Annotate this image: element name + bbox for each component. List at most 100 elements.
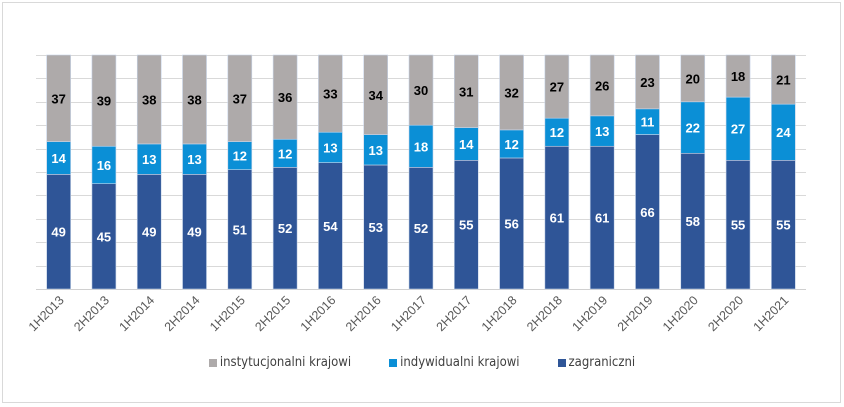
x-tick-1H2017: 1H2017 bbox=[388, 293, 429, 334]
bar-zagraniczni-2H2013 bbox=[91, 183, 117, 290]
legend-label-zagraniczni: zagraniczni bbox=[568, 355, 636, 370]
data-label-instytucjonalni-krajowi-2H2016: 34 bbox=[368, 88, 383, 103]
data-label-indywidualni-krajowi-1H2018: 12 bbox=[504, 137, 518, 152]
data-label-indywidualni-krajowi-1H2020: 22 bbox=[686, 121, 700, 136]
legend-swatch-indywidualni bbox=[389, 358, 398, 367]
x-axis-ticks: 1H2013 2H2013 1H2014 2H2014 1H2015 2H2015 1H20… bbox=[26, 293, 792, 334]
bar-indywidualni-krajowi-1H2018 bbox=[499, 129, 524, 159]
bar-instytucjonalni-krajowi-2H2020 bbox=[725, 54, 751, 98]
data-label-zagraniczni-2H2020: 55 bbox=[731, 218, 745, 233]
data-label-instytucjonalni-krajowi-2H2017: 31 bbox=[459, 84, 473, 99]
data-label-instytucjonalni-krajowi-1H2014: 38 bbox=[142, 92, 156, 107]
bar-instytucjonalni-krajowi-2H2016 bbox=[363, 54, 389, 135]
x-tick-2H2013: 2H2013 bbox=[71, 293, 112, 334]
data-label-indywidualni-krajowi-2H2017: 14 bbox=[459, 137, 474, 152]
bar-indywidualni-krajowi-2H2015 bbox=[272, 138, 298, 168]
bar-indywidualni-krajowi-2H2018 bbox=[544, 117, 570, 147]
bar-instytucjonalni-krajowi-2H2014 bbox=[182, 54, 207, 145]
data-label-indywidualni-krajowi-2H2020: 27 bbox=[731, 122, 745, 137]
data-label-indywidualni-krajowi-1H2021: 24 bbox=[776, 125, 791, 140]
bar-indywidualni-krajowi-1H2020 bbox=[680, 101, 706, 154]
x-tick-2H2015: 2H2015 bbox=[252, 293, 293, 334]
x-tick-1H2015: 1H2015 bbox=[207, 293, 248, 334]
x-tick-1H2019: 1H2019 bbox=[569, 293, 610, 334]
data-label-indywidualni-krajowi-2H2015: 12 bbox=[278, 146, 292, 161]
data-label-indywidualni-krajowi-2H2019: 11 bbox=[641, 115, 655, 130]
bar-instytucjonalni-krajowi-2H2017 bbox=[453, 54, 479, 128]
bar-zagraniczni-2H2019 bbox=[635, 134, 660, 290]
x-tick-2H2020: 2H2020 bbox=[705, 293, 746, 334]
data-label-zagraniczni-2H2015: 52 bbox=[278, 221, 292, 236]
data-label-instytucjonalni-krajowi-2H2015: 36 bbox=[278, 90, 292, 105]
data-label-zagraniczni-2H2018: 61 bbox=[550, 211, 564, 226]
data-label-indywidualni-krajowi-1H2015: 12 bbox=[233, 149, 247, 164]
data-label-instytucjonalni-krajowi-2H2019: 23 bbox=[640, 75, 654, 90]
bar-indywidualni-krajowi-1H2021 bbox=[771, 103, 796, 161]
data-label-indywidualni-krajowi-2H2014: 13 bbox=[187, 152, 201, 167]
legend-label-instytucjonalni: instytucjonalni krajowi bbox=[219, 355, 352, 370]
bar-instytucjonalni-krajowi-1H2021 bbox=[771, 54, 796, 105]
x-tick-2H2018: 2H2018 bbox=[524, 293, 565, 334]
bar-instytucjonalni-krajowi-2H2013 bbox=[91, 54, 117, 147]
bar-instytucjonalni-krajowi-2H2019 bbox=[635, 54, 660, 110]
bar-zagraniczni-1H2016 bbox=[318, 162, 343, 290]
data-label-zagraniczni-1H2020: 58 bbox=[686, 214, 700, 229]
data-label-indywidualni-krajowi-1H2013: 14 bbox=[51, 151, 66, 166]
data-label-indywidualni-krajowi-1H2017: 18 bbox=[414, 139, 428, 154]
x-tick-1H2021: 1H2021 bbox=[751, 293, 792, 334]
x-tick-2H2019: 2H2019 bbox=[615, 293, 656, 334]
bar-indywidualni-krajowi-2H2014 bbox=[182, 143, 207, 175]
data-label-zagraniczni-1H2019: 61 bbox=[595, 211, 609, 226]
data-label-instytucjonalni-krajowi-2H2018: 27 bbox=[550, 80, 564, 95]
bar-zagraniczni-1H2014 bbox=[136, 174, 162, 290]
x-tick-1H2016: 1H2016 bbox=[298, 293, 339, 334]
bar-indywidualni-krajowi-1H2017 bbox=[408, 124, 434, 168]
legend-swatch-zagraniczni bbox=[557, 358, 566, 367]
data-label-zagraniczni-1H2015: 51 bbox=[233, 222, 247, 237]
legend-item-indywidualni: indywidualni krajowi bbox=[389, 355, 520, 370]
x-tick-2H2017: 2H2017 bbox=[434, 293, 475, 334]
legend-label-indywidualni: indywidualni krajowi bbox=[400, 355, 520, 370]
bar-instytucjonalni-krajowi-2H2018 bbox=[544, 54, 570, 119]
bar-zagraniczni-2H2016 bbox=[363, 164, 389, 290]
data-label-zagraniczni-1H2014: 49 bbox=[142, 225, 156, 240]
bar-instytucjonalni-krajowi-1H2018 bbox=[499, 54, 524, 131]
data-label-indywidualni-krajowi-2H2018: 12 bbox=[550, 125, 564, 140]
bar-instytucjonalni-krajowi-1H2017 bbox=[408, 54, 434, 126]
legend-item-instytucjonalni: instytucjonalni krajowi bbox=[208, 355, 352, 370]
bar-instytucjonalni-krajowi-1H2016 bbox=[318, 54, 343, 133]
bar-indywidualni-krajowi-1H2013 bbox=[46, 141, 71, 175]
data-label-zagraniczni-1H2013: 49 bbox=[51, 225, 65, 240]
data-label-indywidualni-krajowi-2H2013: 16 bbox=[97, 158, 111, 173]
data-label-zagraniczni-2H2014: 49 bbox=[187, 225, 201, 240]
data-label-instytucjonalni-krajowi-1H2019: 26 bbox=[595, 78, 609, 93]
legend: instytucjonalni krajowi indywidualni kra… bbox=[0, 355, 844, 370]
x-tick-1H2013: 1H2013 bbox=[26, 293, 67, 334]
data-label-zagraniczni-2H2017: 55 bbox=[459, 218, 473, 233]
data-label-instytucjonalni-krajowi-1H2017: 30 bbox=[414, 83, 428, 98]
data-label-instytucjonalni-krajowi-1H2015: 37 bbox=[233, 91, 247, 106]
data-label-indywidualni-krajowi-1H2014: 13 bbox=[142, 152, 156, 167]
legend-item-zagraniczni: zagraniczni bbox=[557, 355, 636, 370]
legend-swatch-instytucjonalni bbox=[208, 358, 217, 367]
bar-instytucjonalni-krajowi-1H2014 bbox=[136, 54, 162, 145]
bar-zagraniczni-2H2014 bbox=[182, 174, 207, 290]
x-tick-1H2018: 1H2018 bbox=[479, 293, 520, 334]
data-label-indywidualni-krajowi-1H2016: 13 bbox=[323, 140, 337, 155]
data-label-instytucjonalni-krajowi-1H2013: 37 bbox=[51, 91, 65, 106]
data-label-instytucjonalni-krajowi-2H2013: 39 bbox=[97, 94, 111, 109]
data-label-indywidualni-krajowi-1H2019: 13 bbox=[595, 124, 609, 139]
x-tick-1H2020: 1H2020 bbox=[660, 293, 701, 334]
bar-indywidualni-krajowi-2H2019 bbox=[635, 108, 660, 135]
data-label-zagraniczni-2H2019: 66 bbox=[640, 205, 654, 220]
bar-zagraniczni-1H2019 bbox=[589, 145, 615, 290]
data-label-instytucjonalni-krajowi-2H2020: 18 bbox=[731, 69, 745, 84]
data-label-zagraniczni-1H2017: 52 bbox=[414, 221, 428, 236]
bar-zagraniczni-1H2020 bbox=[680, 152, 706, 290]
data-label-instytucjonalni-krajowi-2H2014: 38 bbox=[187, 92, 201, 107]
bar-zagraniczni-1H2018 bbox=[499, 157, 524, 290]
bar-indywidualni-krajowi-1H2015 bbox=[227, 141, 253, 170]
bar-indywidualni-krajowi-2H2020 bbox=[725, 96, 751, 161]
data-label-instytucjonalni-krajowi-1H2016: 33 bbox=[323, 87, 337, 102]
